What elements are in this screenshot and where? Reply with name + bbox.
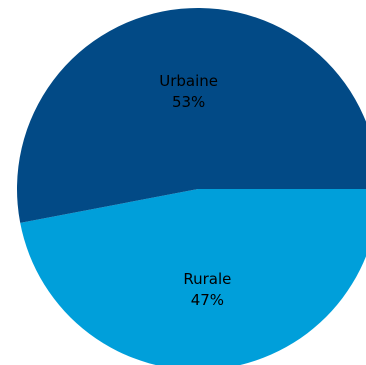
slice-value-urbaine: 53% xyxy=(172,93,205,111)
slice-label-rurale: Rurale xyxy=(183,270,231,288)
pie-slice-rurale xyxy=(20,189,366,365)
pie-slice-urbaine xyxy=(17,8,366,223)
slice-label-urbaine: Urbaine xyxy=(159,72,218,90)
slice-value-rurale: 47% xyxy=(191,291,224,309)
